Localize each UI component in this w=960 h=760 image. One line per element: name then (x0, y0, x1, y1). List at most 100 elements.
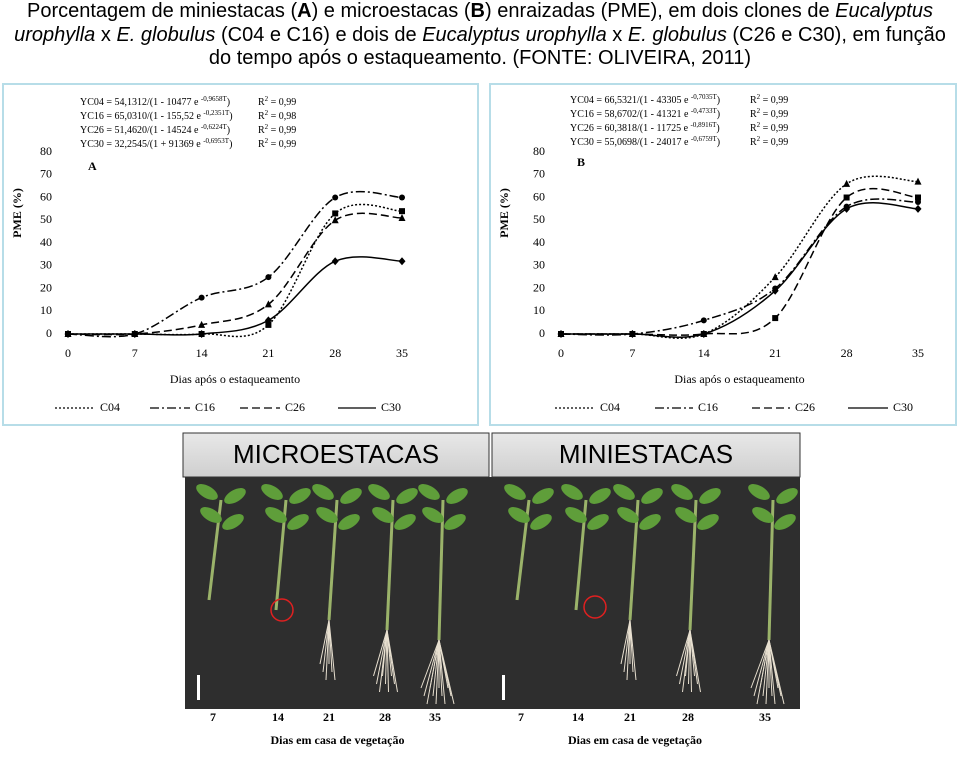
legend-label: C30 (381, 400, 401, 414)
y-tick-label: 10 (40, 303, 52, 317)
series-line (68, 256, 403, 336)
equation-exponent: -0,7035T (691, 93, 718, 101)
y-tick-label: 70 (40, 167, 52, 181)
plant-leaf (532, 488, 554, 504)
plant-leaf (422, 507, 444, 523)
photo-day: 35 (429, 710, 441, 724)
plant-leaf (748, 484, 770, 500)
marker (843, 194, 850, 201)
plant-leaf (697, 514, 719, 530)
legend-label: C16 (698, 400, 718, 414)
plant-leaf (224, 488, 246, 504)
series-line (561, 175, 919, 339)
x-tick-label: 14 (196, 346, 208, 360)
plant-stem (437, 499, 445, 641)
title-part: Eucalyptus urophylla (14, 0, 933, 46)
panel-label: A (88, 159, 97, 173)
equation-exponent: -0,6759T (691, 135, 718, 143)
plant-root (629, 619, 637, 681)
marker (331, 216, 339, 224)
x-tick-label: 21 (769, 346, 781, 360)
marker (915, 199, 921, 206)
equation-text: ) (717, 137, 720, 148)
equation-exponent: -0,9658T (201, 95, 228, 103)
plant-leaf (265, 507, 287, 523)
r-squared-value: = 0,99 (760, 95, 788, 106)
chart-frame (489, 83, 957, 426)
plant-leaf (222, 514, 244, 530)
title-part: ) enraizadas (PME), em dois clones de (484, 0, 836, 22)
plant-leaf (671, 484, 693, 500)
photo-day: 7 (518, 710, 524, 724)
x-axis-label: Dias após o estaqueamento (170, 372, 300, 386)
marker (332, 210, 339, 217)
marker (398, 213, 406, 221)
photo-day: 28 (379, 710, 391, 724)
equation-exponent: -0,6224T (201, 123, 228, 131)
x-tick-label: 28 (841, 346, 853, 360)
marker (131, 330, 139, 338)
photo-caption: Dias em casa de vegetação (271, 733, 405, 747)
plant-root (328, 619, 336, 681)
photo-day: 21 (323, 710, 335, 724)
r-squared-label: R (258, 111, 265, 122)
marker (331, 257, 339, 266)
y-tick-label: 20 (533, 280, 545, 294)
marker (264, 300, 272, 308)
marker (198, 330, 206, 338)
x-tick-label: 14 (698, 346, 710, 360)
label-box (491, 432, 801, 478)
y-axis-label: PME (%) (10, 188, 24, 238)
equation-text: YC26 = 60,3818/(1 - 11725 e (570, 123, 691, 134)
equation: YC30 = 32,2545/(1 + 91369 e -0,6953T) (80, 137, 232, 151)
plant-leaf (261, 484, 283, 500)
r-squared-label: R (258, 97, 265, 108)
equation-text: YC26 = 51,4620/(1 - 14524 e (80, 125, 201, 136)
r-squared-value: = 0,98 (268, 111, 296, 122)
plant-root (768, 639, 785, 705)
plant-leaf (561, 484, 583, 500)
equation-text: YC30 = 55,0698/(1 - 24017 e (570, 137, 691, 148)
plant-root (319, 619, 330, 665)
y-tick-label: 70 (533, 167, 545, 181)
plant-root (432, 639, 440, 697)
plant-leaf (418, 484, 440, 500)
y-tick-label: 0 (539, 326, 545, 340)
r-squared-value: = 0,99 (268, 125, 296, 136)
photo-strip (490, 709, 800, 755)
photo-day: 14 (272, 710, 284, 724)
equation-exponent: -0,4733T (691, 107, 718, 115)
r-squared-exponent: 2 (265, 95, 269, 103)
series-line (560, 198, 919, 336)
r-squared-value: = 0,99 (760, 123, 788, 134)
plant-leaf (774, 514, 796, 530)
plant-leaf (589, 488, 611, 504)
title-part: x (606, 23, 628, 46)
plant-root (768, 639, 776, 705)
x-tick-label: 35 (912, 346, 924, 360)
plant-leaf (372, 507, 394, 523)
y-tick-label: 30 (533, 258, 545, 272)
r-squared-value: = 0,99 (760, 109, 788, 120)
scale-bar (197, 675, 200, 700)
y-tick-label: 80 (40, 144, 52, 158)
y-tick-label: 40 (40, 235, 52, 249)
photo-strip (185, 709, 490, 755)
y-tick-label: 50 (533, 212, 545, 226)
equation: YC30 = 55,0698/(1 - 24017 e -0,6759T) (570, 135, 720, 149)
legend-label: C04 (100, 400, 120, 414)
x-tick-label: 21 (262, 346, 274, 360)
title-part: Eucalyptus urophylla (422, 23, 607, 46)
y-axis-label: PME (%) (497, 188, 511, 238)
plant-root (376, 629, 388, 685)
marker (914, 204, 922, 213)
plant-root (420, 639, 440, 689)
r-squared-exponent: 2 (265, 109, 269, 117)
equation-exponent: -0,6953T (203, 137, 230, 145)
marker (628, 330, 636, 338)
photo-label: MINIESTACAS (559, 439, 733, 469)
plant-leaf (776, 488, 798, 504)
title-part: E. globulus (627, 23, 727, 46)
r-squared-exponent: 2 (265, 123, 269, 131)
plant-leaf (200, 507, 222, 523)
